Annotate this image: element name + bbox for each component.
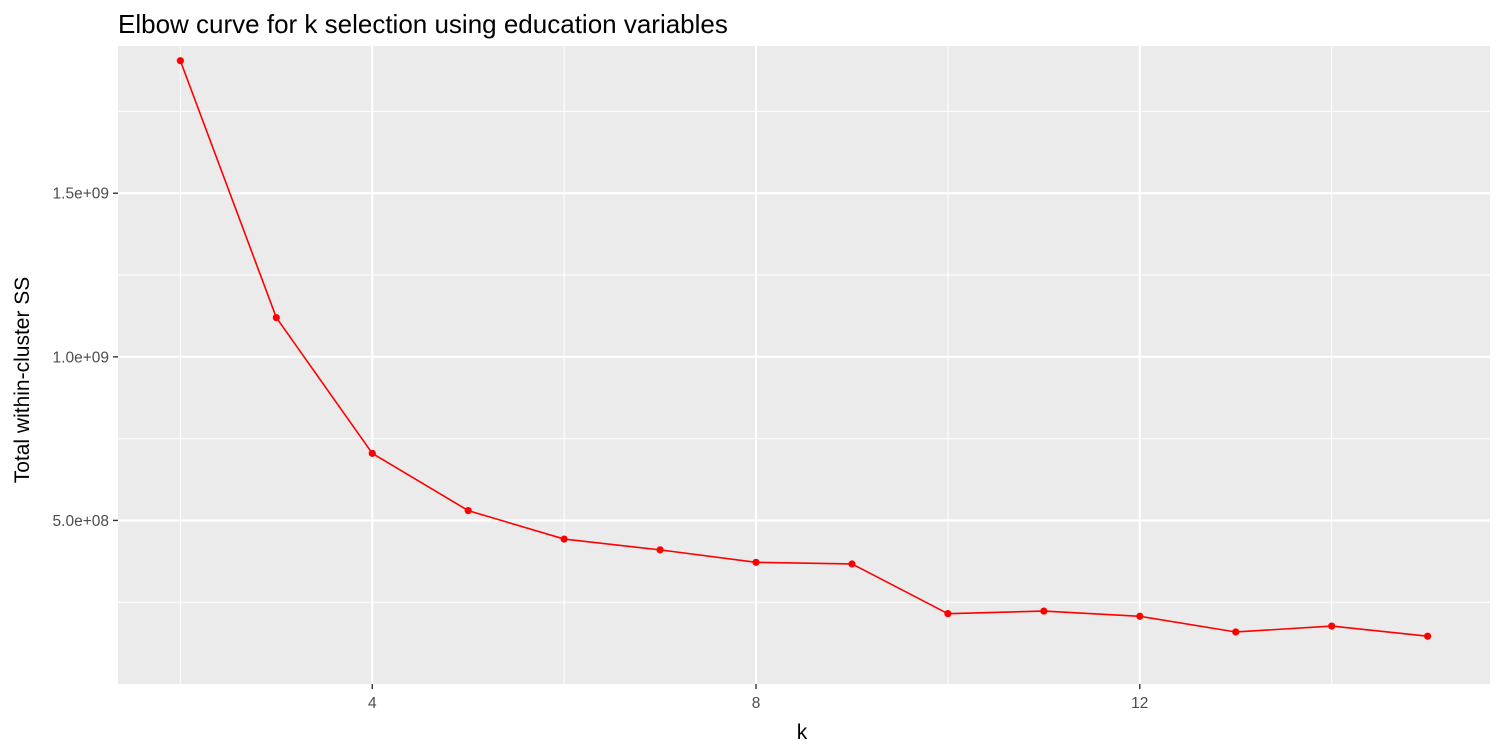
y-tick-label: 1.5e+09 bbox=[53, 186, 109, 203]
data-point bbox=[560, 535, 568, 543]
series-layer bbox=[176, 57, 1432, 640]
data-point bbox=[848, 560, 856, 568]
x-axis-title: k bbox=[797, 721, 808, 744]
data-point bbox=[1232, 628, 1240, 636]
data-point bbox=[176, 57, 184, 65]
y-tick-label: 1.0e+09 bbox=[53, 349, 109, 366]
y-axis-title: Total within-cluster SS bbox=[11, 277, 34, 484]
grid-minor bbox=[118, 46, 1490, 684]
data-point bbox=[1424, 632, 1432, 640]
data-point bbox=[464, 506, 472, 515]
data-point bbox=[1040, 607, 1048, 615]
plot-panel bbox=[118, 46, 1490, 684]
x-tick-label: 8 bbox=[752, 695, 761, 712]
ticks-layer: 4 8 12 5.0e+08 1.0e+09 1.5e+09 bbox=[53, 186, 1149, 712]
y-tick-label: 5.0e+08 bbox=[53, 513, 109, 530]
x-tick-label: 12 bbox=[1131, 695, 1148, 712]
data-point bbox=[752, 558, 760, 566]
data-point bbox=[656, 546, 664, 554]
data-point bbox=[272, 313, 280, 322]
x-tick-label: 4 bbox=[368, 695, 377, 712]
chart-title: Elbow curve for k selection using educat… bbox=[118, 9, 728, 39]
data-point bbox=[944, 610, 952, 618]
data-point bbox=[368, 449, 376, 457]
data-point bbox=[1136, 612, 1144, 620]
series-line bbox=[179, 60, 1428, 638]
data-point bbox=[1328, 622, 1336, 630]
grid-major bbox=[118, 46, 1490, 684]
